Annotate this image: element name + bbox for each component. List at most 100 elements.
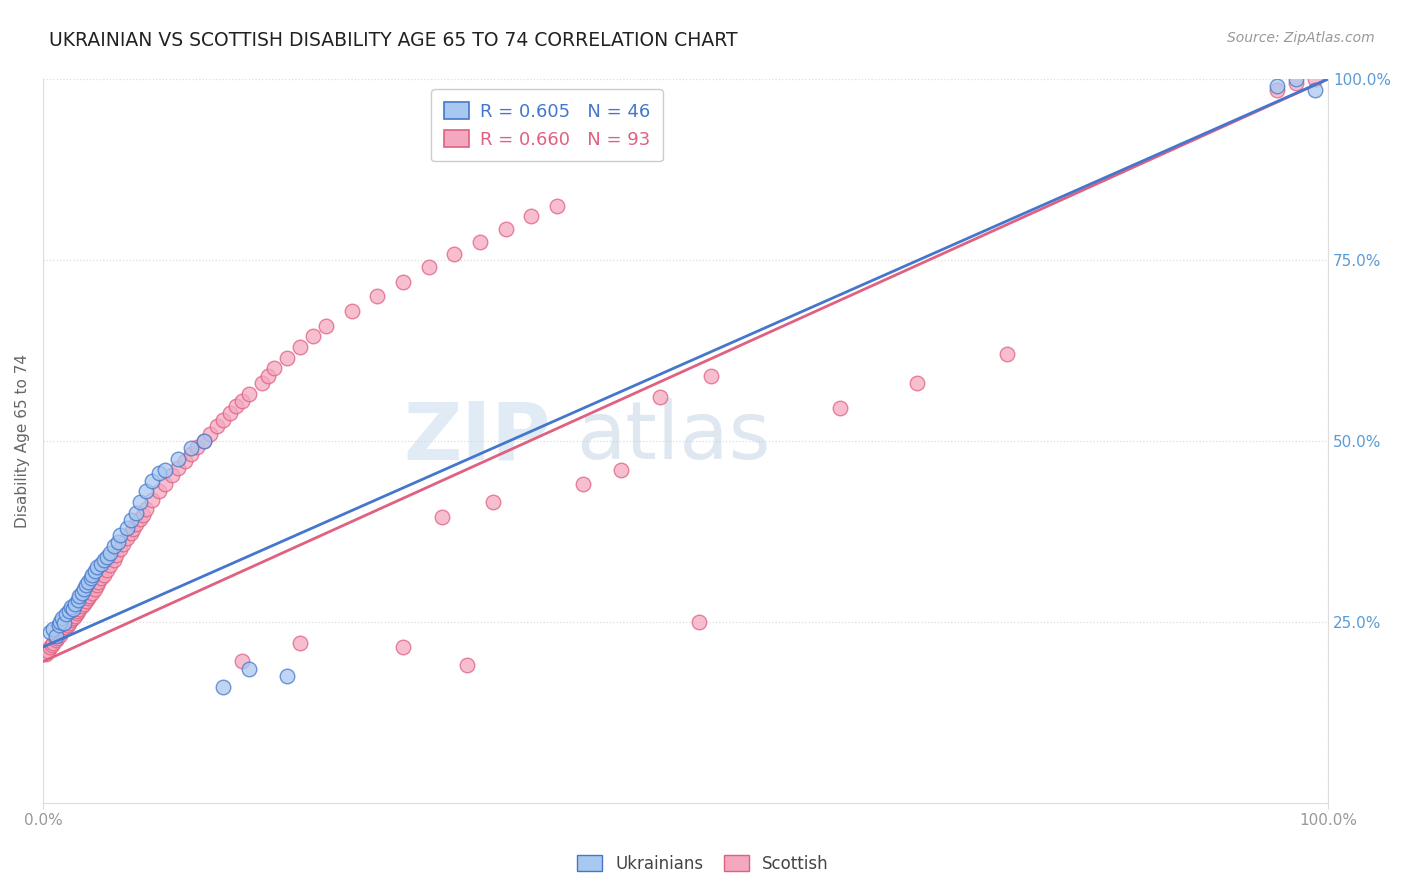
Point [1285,76,1308,90]
Point [828,401,851,416]
Point [132,508,155,522]
Text: ZIP: ZIP [404,398,551,476]
Point [180,447,202,461]
Point [86,560,108,574]
Point [212,680,235,694]
Point [111,537,134,551]
Point [468,235,491,249]
Point [73,582,96,596]
Point [83,582,105,596]
Point [366,289,388,303]
Point [46,631,69,645]
Point [572,477,595,491]
Legend: R = 0.605   N = 46, R = 0.660   N = 93: R = 0.605 N = 46, R = 0.660 N = 93 [432,89,662,161]
Point [180,441,202,455]
Point [51,611,73,625]
Point [155,463,177,477]
Point [546,198,568,212]
Point [75,594,97,608]
Point [700,368,723,383]
Point [276,669,298,683]
Text: atlas: atlas [576,398,770,476]
Point [86,578,108,592]
Point [648,390,671,404]
Point [125,516,148,531]
Point [193,434,215,448]
Point [65,608,87,623]
Point [1285,72,1308,87]
Point [238,662,260,676]
Point [83,564,105,578]
Point [443,247,465,261]
Point [257,368,280,383]
Point [38,640,60,654]
Point [141,493,163,508]
Point [51,624,73,638]
Point [45,629,67,643]
Point [103,539,125,553]
Point [186,440,208,454]
Point [41,638,63,652]
Point [520,210,543,224]
Point [103,553,125,567]
Point [96,549,118,564]
Point [66,604,89,618]
Point [125,506,148,520]
Point [205,419,228,434]
Point [67,590,90,604]
Point [98,546,121,560]
Point [141,474,163,488]
Point [73,597,96,611]
Point [302,328,325,343]
Point [62,601,84,615]
Point [456,658,478,673]
Point [135,484,157,499]
Point [128,512,150,526]
Point [67,601,90,615]
Point [90,571,112,585]
Point [98,558,121,573]
Point [155,477,177,491]
Point [128,495,150,509]
Point [263,361,285,376]
Point [87,574,110,589]
Point [60,600,83,615]
Point [225,399,247,413]
Point [231,394,253,409]
Point [290,340,312,354]
Point [115,520,138,534]
Point [80,567,103,582]
Point [107,535,129,549]
Point [276,351,298,365]
Point [70,599,93,613]
Point [77,591,100,606]
Point [148,467,170,481]
Point [167,451,190,466]
Point [52,622,75,636]
Point [70,585,93,599]
Point [52,616,75,631]
Point [79,590,101,604]
Point [160,468,183,483]
Point [66,593,89,607]
Point [35,647,58,661]
Point [110,542,132,557]
Point [200,426,222,441]
Point [37,643,59,657]
Point [418,260,440,274]
Point [1265,83,1288,97]
Point [42,636,65,650]
Point [93,567,115,582]
Point [167,461,190,475]
Point [122,522,145,536]
Point [905,376,928,390]
Point [49,615,72,629]
Point [1265,79,1288,94]
Point [65,606,87,620]
Point [392,640,415,654]
Point [90,557,112,571]
Point [65,597,87,611]
Point [430,509,453,524]
Text: Source: ZipAtlas.com: Source: ZipAtlas.com [1227,31,1375,45]
Point [231,655,253,669]
